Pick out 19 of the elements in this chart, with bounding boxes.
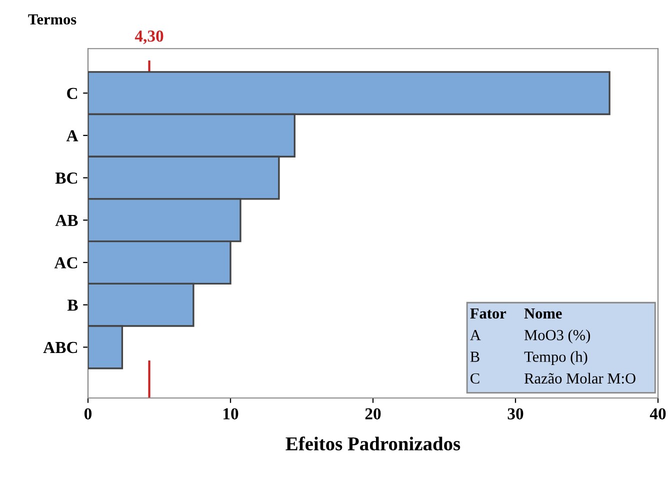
y-tick-label: ABC: [43, 342, 78, 354]
x-tick-label: 0: [84, 408, 92, 420]
y-tick-label: C: [67, 88, 78, 100]
y-tick-label: B: [67, 300, 78, 311]
x-tick-label: 40: [650, 408, 666, 420]
text: B Tempo (h): [470, 351, 588, 366]
x-tick-label: 30: [508, 408, 524, 420]
y-tick-label: AB: [55, 214, 78, 226]
y-tick-label: BC: [55, 172, 78, 184]
y-tick-label: AC: [54, 257, 78, 268]
y-axis-title: Termos: [28, 14, 76, 25]
text: A MoO3 (%): [470, 330, 590, 344]
annotation: Fator Nome: [470, 308, 562, 319]
y-tick-label: A: [66, 130, 78, 142]
x-tick-label: 20: [365, 408, 381, 420]
x-axis-title: Efeitos Padronizados: [286, 436, 460, 450]
x-tick-label: 10: [224, 408, 238, 420]
ref-line-label: 4,30: [134, 30, 164, 44]
text: C Razão Molar M:O: [470, 372, 636, 384]
